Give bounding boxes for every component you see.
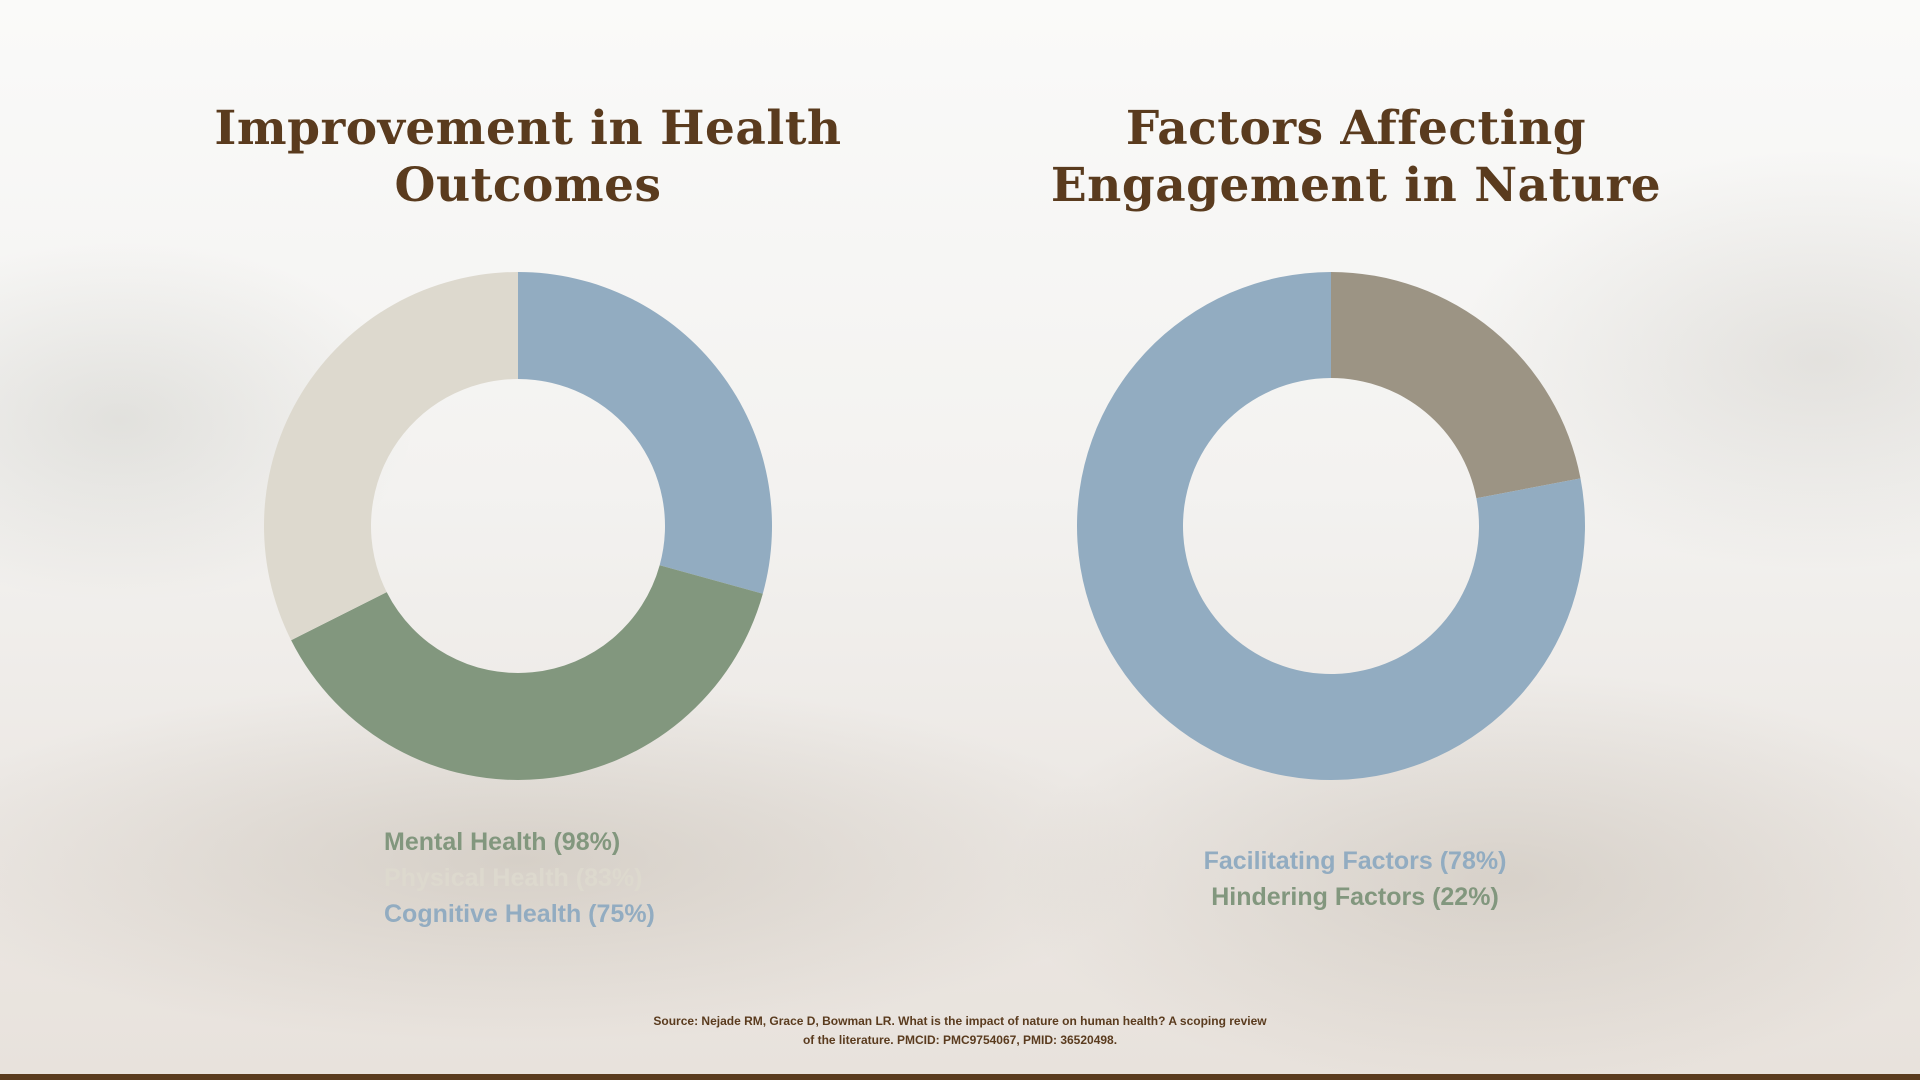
legend-item-hindering-factors: Hindering Factors (22%) [1211, 883, 1499, 911]
bottom-border-bar [0, 1074, 1920, 1080]
chart-title-health-outcomes: Improvement in Health Outcomes [214, 101, 842, 213]
legend-item-facilitating-factors: Facilitating Factors (78%) [1203, 847, 1507, 875]
donut-slice-hindering-factors [1331, 272, 1581, 499]
chart-title-engagement-factors: Factors Affecting Engagement in Nature [1050, 101, 1662, 213]
legend-engagement-factors: Facilitating Factors (78%) Hindering Fac… [1100, 843, 1610, 915]
legend-item-physical-health: Physical Health (83%) [384, 864, 643, 892]
donut-slice-cognitive-health [518, 272, 772, 594]
legend-item-mental-health: Mental Health (98%) [384, 828, 621, 856]
donut-chart-health-outcomes [264, 272, 772, 780]
source-citation: Source: Nejade RM, Grace D, Bowman LR. W… [560, 1012, 1360, 1050]
donut-slice-physical-health [264, 272, 518, 641]
source-citation-line-1: Source: Nejade RM, Grace D, Bowman LR. W… [653, 1014, 1267, 1028]
legend-item-cognitive-health: Cognitive Health (75%) [384, 900, 655, 928]
legend-health-outcomes: Mental Health (98%) Physical Health (83%… [384, 824, 655, 932]
donut-chart-engagement-factors [1077, 272, 1585, 780]
source-citation-line-2: of the literature. PMCID: PMC9754067, PM… [802, 1033, 1118, 1047]
donut-slice-mental-health [291, 565, 763, 780]
donut-slice-facilitating-factors [1077, 272, 1585, 780]
